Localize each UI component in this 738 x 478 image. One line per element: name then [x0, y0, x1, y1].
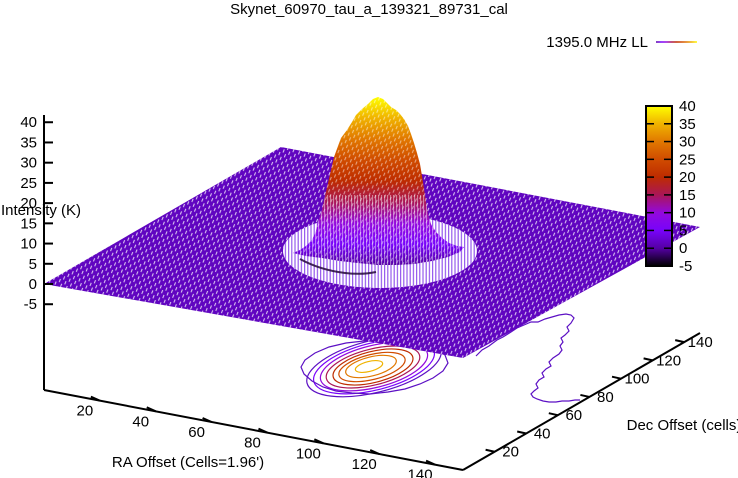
x-tick-label: 60 [188, 424, 205, 441]
z-tick-label: 10 [20, 236, 37, 253]
y-tick [611, 375, 622, 380]
colorbar-tick-label: 30 [679, 134, 696, 151]
y-tick-label: 80 [597, 389, 614, 406]
x-tick-label: 140 [408, 467, 433, 478]
y-axis-title: Dec Offset (cells) [627, 417, 738, 434]
y-tick-label: 40 [534, 425, 551, 442]
z-tick-label: 35 [20, 134, 37, 151]
y-axis-line [462, 332, 701, 471]
contour-ring-35K [354, 359, 384, 374]
y-tick [674, 339, 685, 344]
x-axis-title: RA Offset (Cells=1.96') [112, 454, 264, 471]
x-axis-ticks: 20 40 60 80 100 120 140 [77, 395, 436, 478]
contour-ring-30K [345, 354, 397, 379]
x-axis-line [43, 389, 464, 471]
y-axis-ticks: 20 40 60 80 100 120 140 [485, 334, 713, 461]
colorbar-tick-label: 5 [679, 222, 687, 239]
colorbar-tick-label: 15 [679, 187, 696, 204]
z-tick-label: 5 [29, 256, 37, 273]
colorbar-tick-label: 40 [679, 98, 696, 115]
x-tick [146, 406, 157, 413]
y-tick-label: 120 [656, 352, 681, 369]
z-tick-label: 15 [20, 215, 37, 232]
colorbar-tick-label: 0 [679, 240, 687, 257]
colorbar-gradient [646, 106, 672, 266]
base-contour-group [300, 313, 580, 403]
y-tick [643, 357, 653, 362]
x-tick-label: 100 [296, 445, 321, 462]
colorbar-ticks [647, 105, 671, 267]
colorbar-tick-label: 35 [679, 116, 696, 133]
z-tick-label: 0 [29, 276, 37, 293]
colorbar-tick-label: 10 [679, 205, 696, 222]
x-tick [369, 449, 380, 455]
colorbar-tick-label: -5 [679, 258, 692, 275]
x-tick [313, 438, 324, 445]
x-tick-label: 120 [352, 456, 377, 473]
noise-contour-line [475, 313, 580, 403]
x-tick [90, 395, 101, 402]
x-tick-label: 20 [77, 403, 94, 420]
y-tick [485, 448, 495, 453]
y-tick [580, 393, 590, 398]
contour-ring-outer-irregular [300, 340, 449, 395]
y-tick-label: 140 [688, 334, 713, 351]
x-tick-label: 40 [132, 413, 149, 430]
moat-shadow-arc [299, 258, 377, 275]
colorbar-tick-label: 20 [679, 169, 696, 186]
z-tick-label: -5 [24, 296, 37, 313]
y-tick-label: 60 [565, 407, 582, 424]
x-tick [425, 459, 436, 466]
y-tick-label: 20 [502, 444, 519, 461]
contour-ring-15K [325, 345, 421, 389]
x-tick [258, 427, 268, 434]
z-tick-label: 30 [20, 155, 37, 172]
y-tick [516, 430, 527, 435]
y-tick-label: 100 [624, 371, 649, 388]
legend-label: 1395.0 MHz LL [546, 34, 648, 51]
z-tick-label: 40 [20, 114, 37, 131]
plot-title: Skynet_60970_tau_a_139321_89731_cal [230, 1, 508, 18]
contour-ring-10K [319, 341, 429, 392]
x-tick-label: 80 [244, 435, 261, 452]
colorbar-border [645, 105, 673, 267]
z-tick-label: 25 [20, 175, 37, 192]
contour-ring-25K [338, 351, 406, 383]
y-tick [548, 412, 559, 417]
contour-ring-20K [332, 348, 414, 386]
z-axis-ticks: -5 0 5 10 15 20 25 30 35 40 [20, 114, 53, 313]
z-axis-title: Intensity (K) [1, 202, 81, 219]
z-tick-label: 20 [20, 195, 37, 212]
x-tick [202, 417, 213, 423]
colorbar-tick-label: 25 [679, 151, 696, 168]
